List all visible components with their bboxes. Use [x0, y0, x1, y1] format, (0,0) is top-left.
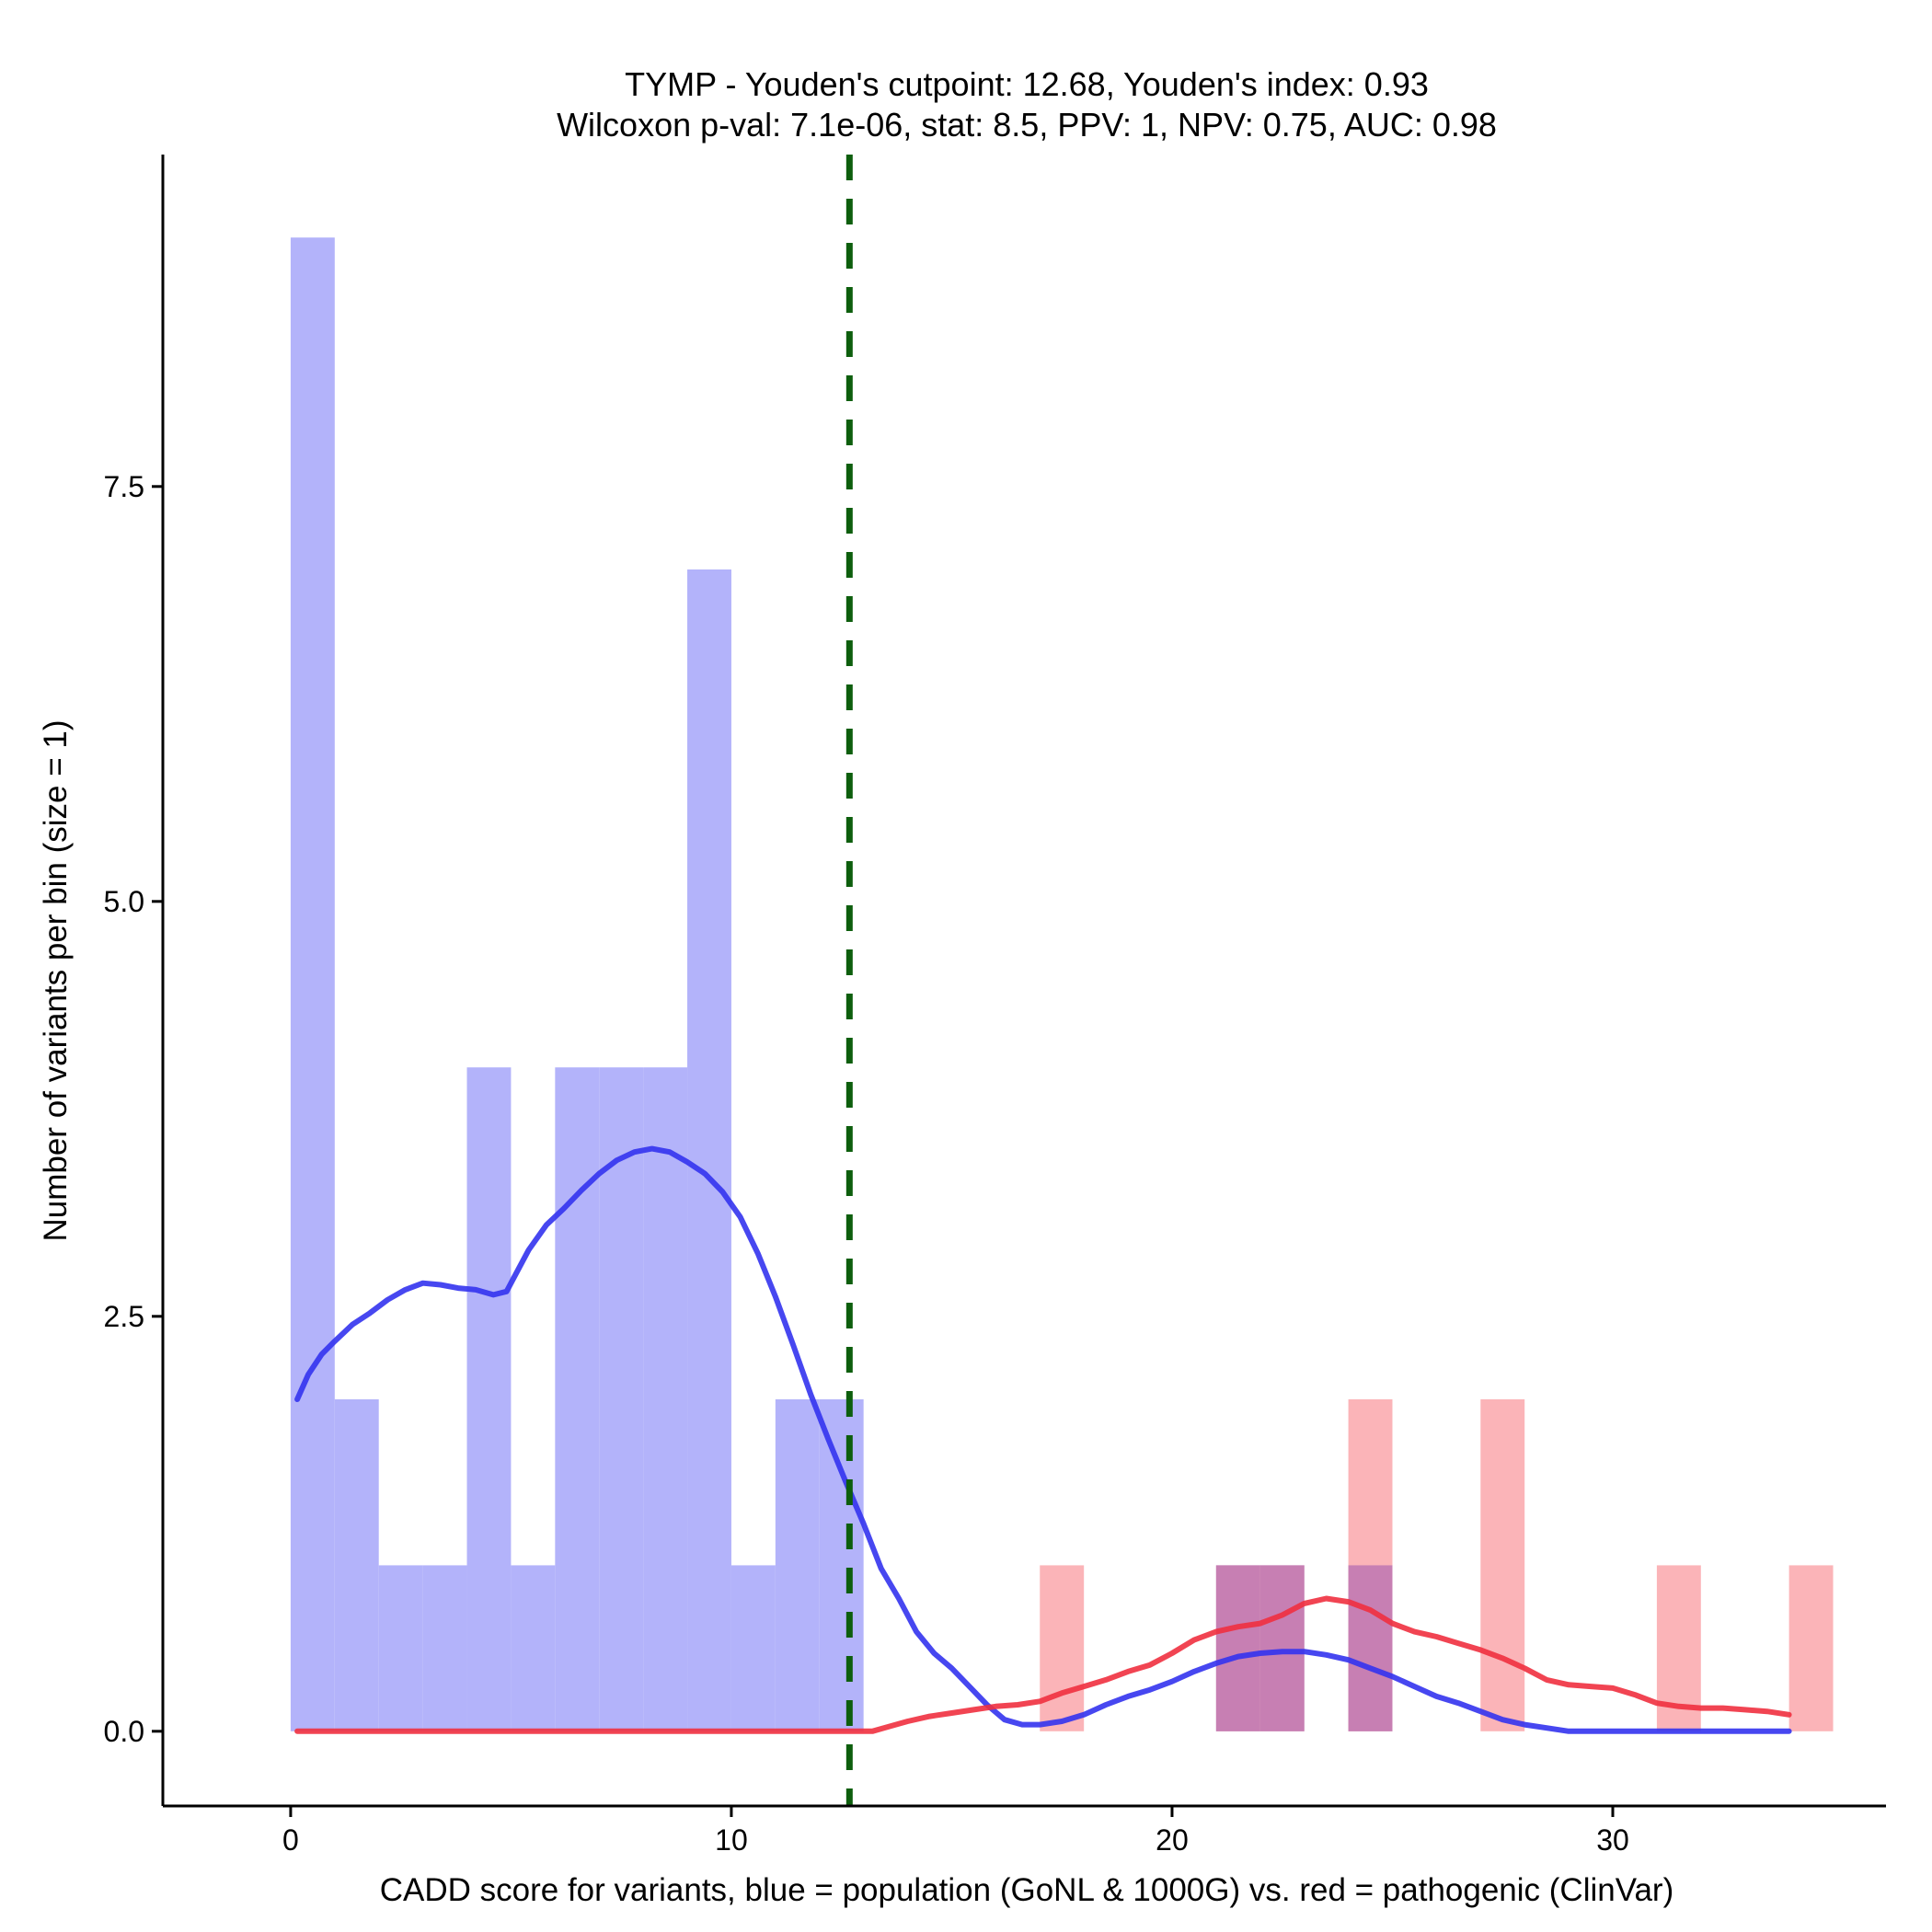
population-bar: [290, 237, 335, 1731]
overlap-bar: [1259, 1565, 1305, 1731]
x-tick-label: 10: [715, 1823, 748, 1857]
y-tick-label: 5.0: [104, 885, 144, 918]
population-bar: [511, 1565, 556, 1731]
y-tick-label: 7.5: [104, 470, 144, 503]
population-bar: [819, 1399, 864, 1731]
overlap-bar: [1215, 1565, 1260, 1731]
population-bar: [599, 1067, 644, 1731]
pathogenic-bars: [1040, 1399, 1834, 1731]
population-bar: [643, 1067, 688, 1731]
population-bar: [466, 1067, 512, 1731]
x-tick-label: 20: [1156, 1823, 1189, 1857]
pathogenic-bar: [1788, 1565, 1834, 1731]
pathogenic-density-line: [294, 1595, 1792, 1734]
y-tick-label: 0.0: [104, 1715, 144, 1748]
x-axis-label: CADD score for variants, blue = populati…: [380, 1872, 1674, 1908]
x-tick-label: 0: [282, 1823, 299, 1857]
y-axis-label: Number of variants per bin (size = 1): [38, 719, 74, 1241]
x-tick-label: 30: [1596, 1823, 1629, 1857]
y-tick-label: 2.5: [104, 1300, 144, 1333]
population-bar: [730, 1565, 776, 1731]
population-bar: [775, 1399, 820, 1731]
population-bar: [687, 569, 731, 1731]
population-bar: [378, 1565, 423, 1731]
overlap-bars: [1215, 1565, 1393, 1731]
population-bars: [290, 237, 1393, 1731]
pathogenic-bar: [1480, 1399, 1525, 1731]
population-bar: [422, 1565, 467, 1731]
y-axis-ticks: 0.0 2.5 5.0 7.5: [104, 470, 163, 1748]
overlap-bar: [1348, 1565, 1393, 1731]
chart-title-line-1: TYMP - Youden's cutpoint: 12.68, Youden'…: [625, 65, 1429, 103]
population-bar: [555, 1067, 600, 1731]
pathogenic-bar: [1040, 1565, 1085, 1731]
population-bar: [334, 1399, 379, 1731]
chart-title-line-2: Wilcoxon p-val: 7.1e-06, stat: 8.5, PPV:…: [557, 106, 1497, 144]
population-density-line: [294, 1145, 1792, 1734]
x-axis-ticks: 0 10 20 30: [282, 1806, 1629, 1857]
